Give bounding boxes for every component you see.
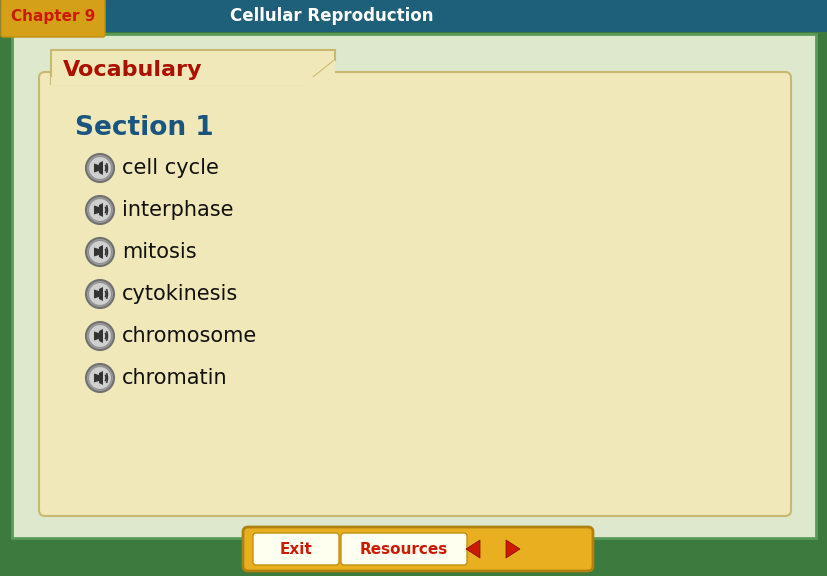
Text: Vocabulary: Vocabulary	[63, 60, 203, 80]
Polygon shape	[51, 60, 335, 84]
Polygon shape	[99, 329, 103, 343]
Polygon shape	[99, 203, 103, 217]
Circle shape	[86, 196, 114, 224]
Circle shape	[86, 280, 114, 308]
Polygon shape	[94, 206, 99, 214]
Polygon shape	[94, 290, 99, 298]
Text: Section 1: Section 1	[75, 115, 213, 141]
Circle shape	[88, 282, 112, 305]
Circle shape	[86, 238, 114, 266]
Text: Resources: Resources	[360, 541, 447, 556]
Text: cytokinesis: cytokinesis	[122, 284, 238, 304]
Polygon shape	[94, 373, 99, 382]
Polygon shape	[99, 371, 103, 385]
FancyBboxPatch shape	[39, 72, 790, 516]
FancyBboxPatch shape	[341, 533, 466, 565]
FancyBboxPatch shape	[242, 527, 592, 571]
Polygon shape	[94, 248, 99, 256]
Text: Exit: Exit	[280, 541, 312, 556]
Text: cell cycle: cell cycle	[122, 158, 218, 178]
Circle shape	[86, 154, 114, 182]
Polygon shape	[505, 540, 519, 558]
Bar	[51, 77, 335, 85]
Circle shape	[86, 364, 114, 392]
Circle shape	[88, 199, 112, 222]
Polygon shape	[94, 164, 99, 172]
Text: chromatin: chromatin	[122, 368, 227, 388]
FancyBboxPatch shape	[1, 0, 105, 37]
FancyBboxPatch shape	[253, 533, 338, 565]
Circle shape	[88, 324, 112, 347]
Text: Cellular Reproduction: Cellular Reproduction	[230, 7, 433, 25]
Circle shape	[88, 241, 112, 263]
Circle shape	[88, 157, 112, 180]
Polygon shape	[99, 161, 103, 175]
Polygon shape	[51, 50, 335, 84]
Polygon shape	[466, 540, 480, 558]
Text: chromosome: chromosome	[122, 326, 257, 346]
Text: interphase: interphase	[122, 200, 233, 220]
Bar	[12, 34, 815, 538]
Text: Chapter 9: Chapter 9	[11, 9, 95, 25]
Circle shape	[88, 366, 112, 389]
Circle shape	[86, 322, 114, 350]
Polygon shape	[99, 287, 103, 301]
Bar	[0, 0, 827, 32]
Polygon shape	[94, 332, 99, 340]
Text: mitosis: mitosis	[122, 242, 196, 262]
Polygon shape	[99, 245, 103, 259]
